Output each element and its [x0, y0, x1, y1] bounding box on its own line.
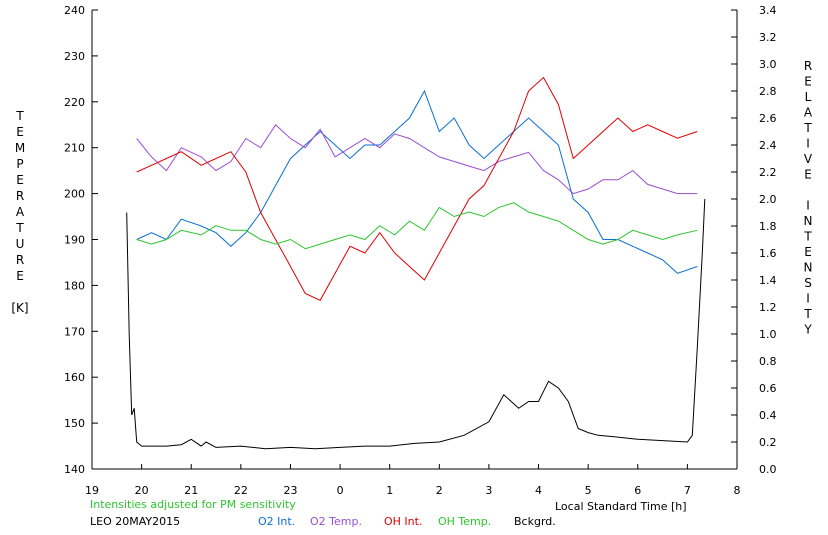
axes: 1401501601701801902002102202302400.00.20…	[11, 4, 813, 497]
x-tick-label: 23	[283, 484, 297, 497]
note-text: Intensities adjusted for PM sensitivity	[90, 498, 296, 511]
right-tick-label: 0.8	[759, 355, 777, 368]
left-axis-title-char: E	[16, 125, 24, 139]
x-tick-label: 1	[386, 484, 393, 497]
right-axis-title-char: Y	[803, 323, 812, 337]
right-tick-label: 1.6	[759, 247, 777, 260]
left-tick-label: 230	[64, 50, 85, 63]
right-tick-label: 0.4	[759, 409, 777, 422]
right-axis-title-char: E	[804, 168, 812, 182]
series-line-0	[136, 89, 698, 274]
right-tick-label: 2.2	[759, 166, 777, 179]
right-tick-label: 2.4	[759, 139, 777, 152]
left-tick-label: 160	[64, 371, 85, 384]
left-tick-label: 190	[64, 234, 85, 247]
x-tick-label: 4	[535, 484, 542, 497]
left-axis-title-char: U	[16, 237, 25, 251]
left-tick-label: 150	[64, 417, 85, 430]
right-axis-title-char: N	[804, 261, 813, 275]
right-tick-label: 0.0	[759, 463, 777, 476]
right-tick-label: 0.2	[759, 436, 777, 449]
left-tick-label: 140	[64, 463, 85, 476]
left-tick-label: 220	[64, 96, 85, 109]
right-axis-title-char: I	[806, 137, 810, 151]
right-axis-title-char: N	[804, 214, 813, 228]
x-tick-label: 6	[634, 484, 641, 497]
left-tick-label: 210	[64, 142, 85, 155]
right-tick-label: 3.4	[759, 4, 777, 17]
series-line-4	[126, 198, 706, 450]
left-axis-title-char: R	[16, 253, 24, 267]
legend-entry-0: O2 Int.	[258, 515, 295, 528]
right-tick-label: 2.6	[759, 112, 777, 125]
right-axis-title-char: L	[805, 90, 812, 104]
right-axis-title-char: E	[804, 75, 812, 89]
series-layer	[126, 76, 706, 450]
right-tick-label: 1.4	[759, 274, 777, 287]
right-tick-label: 1.2	[759, 301, 777, 314]
x-axis-label: Local Standard Time [h]	[555, 500, 687, 513]
x-tick-label: 7	[684, 484, 691, 497]
x-tick-label: 20	[135, 484, 149, 497]
legend-entry-4: Bckgrd.	[514, 515, 556, 528]
right-tick-label: 2.8	[759, 85, 777, 98]
x-tick-label: 21	[184, 484, 198, 497]
right-axis-title-char: A	[804, 106, 813, 120]
x-tick-label: 8	[734, 484, 741, 497]
right-axis-title-char: V	[804, 152, 813, 166]
x-tick-label: 22	[234, 484, 248, 497]
x-tick-label: 5	[585, 484, 592, 497]
labels: Local Standard Time [h] Intensities adju…	[90, 498, 687, 528]
station-label: LEO 20MAY2015	[90, 515, 180, 528]
left-axis-title-char: T	[15, 221, 24, 235]
right-axis-title-char: T	[803, 230, 812, 244]
series-line-3	[136, 202, 698, 250]
x-tick-label: 3	[485, 484, 492, 497]
left-tick-label: 200	[64, 188, 85, 201]
left-axis-title-char: [K]	[11, 301, 28, 315]
right-axis-title-char: I	[806, 199, 810, 213]
x-tick-label: 19	[85, 484, 99, 497]
right-axis-title-char: S	[804, 276, 812, 290]
x-tick-label: 0	[337, 484, 344, 497]
series-line-2	[136, 76, 698, 301]
right-tick-label: 2.0	[759, 193, 777, 206]
right-tick-label: 0.6	[759, 382, 777, 395]
right-axis-title-char: T	[803, 307, 812, 321]
left-axis-title-char: T	[15, 109, 24, 123]
left-axis-title-char: A	[16, 205, 25, 219]
left-axis-title-char: P	[16, 157, 23, 171]
left-tick-label: 240	[64, 4, 85, 17]
left-axis-title-char: E	[16, 173, 24, 187]
right-tick-label: 3.2	[759, 31, 777, 44]
right-tick-label: 1.8	[759, 220, 777, 233]
legend-entry-1: O2 Temp.	[310, 515, 362, 528]
left-axis-title-char: M	[15, 141, 25, 155]
left-tick-label: 180	[64, 279, 85, 292]
right-axis-title-char: T	[803, 121, 812, 135]
legend: O2 Int. O2 Temp. OH Int. OH Temp. Bckgrd.	[258, 515, 556, 528]
right-axis-title-char: E	[804, 245, 812, 259]
left-tick-label: 170	[64, 325, 85, 338]
left-axis-title-char: E	[16, 269, 24, 283]
legend-entry-2: OH Int.	[384, 515, 422, 528]
right-tick-label: 3.0	[759, 58, 777, 71]
x-tick-label: 2	[436, 484, 443, 497]
right-axis-title-char: I	[806, 292, 810, 306]
series-line-1	[136, 124, 698, 195]
left-axis-title-char: R	[16, 189, 24, 203]
right-tick-label: 1.0	[759, 328, 777, 341]
legend-entry-3: OH Temp.	[438, 515, 491, 528]
right-axis-title-char: R	[804, 59, 812, 73]
